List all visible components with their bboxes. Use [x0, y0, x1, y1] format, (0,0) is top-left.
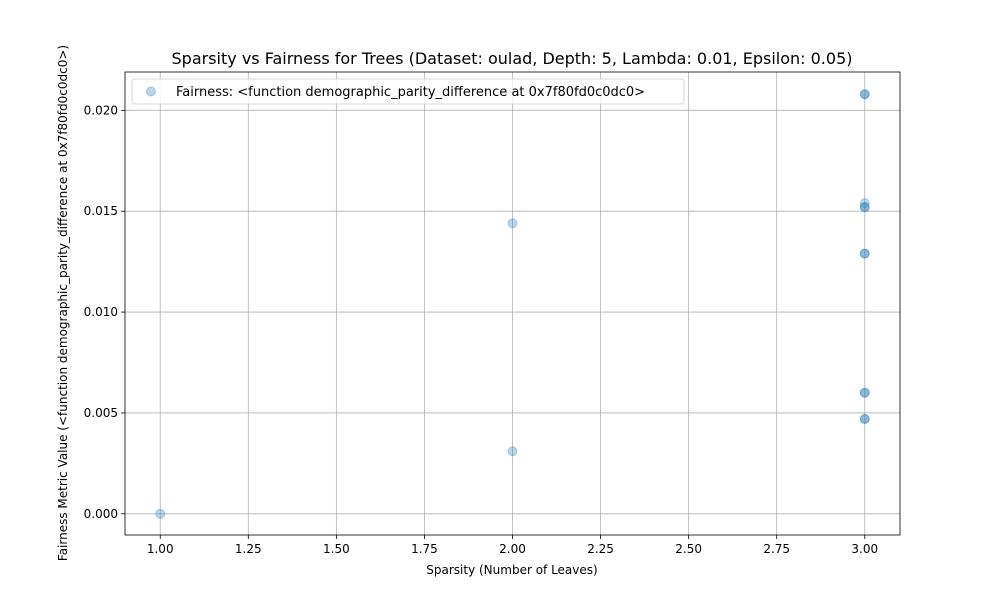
y-tick-label: 0.005	[84, 406, 118, 420]
data-point	[155, 508, 166, 519]
x-axis-ticks: 1.00 1.25 1.50 1.75 2.00 2.25 2.50 2.75 3.00	[147, 535, 878, 556]
data-point	[859, 387, 870, 398]
x-axis-label: Sparsity (Number of Leaves)	[426, 563, 597, 577]
legend: Fairness: <function demographic_parity_d…	[131, 78, 685, 105]
data-point	[859, 89, 870, 100]
data-point	[507, 446, 518, 457]
y-axis-ticks: 0.000 0.005 0.010 0.015 0.020	[84, 103, 125, 521]
x-tick-label: 2.75	[763, 542, 790, 556]
data-point	[859, 248, 870, 259]
data-point	[859, 89, 870, 100]
x-tick-label: 1.25	[235, 542, 262, 556]
x-tick-label: 2.25	[587, 542, 614, 556]
data-point	[859, 413, 870, 424]
data-point	[859, 248, 870, 259]
x-tick-label: 1.50	[323, 542, 350, 556]
y-tick-label: 0.010	[84, 305, 118, 319]
data-point	[859, 202, 870, 213]
x-tick-label: 2.00	[499, 542, 526, 556]
x-tick-label: 3.00	[851, 542, 878, 556]
data-point	[507, 218, 518, 229]
y-tick-label: 0.015	[84, 204, 118, 218]
data-point	[859, 198, 870, 209]
y-axis-label: Fairness Metric Value (<function demogra…	[56, 45, 70, 561]
legend-label: Fairness: <function demographic_parity_d…	[176, 85, 645, 100]
data-point	[859, 413, 870, 424]
y-tick-label: 0.000	[84, 507, 118, 521]
y-tick-label: 0.020	[84, 103, 118, 117]
x-tick-label: 1.00	[147, 542, 174, 556]
x-tick-label: 1.75	[411, 542, 438, 556]
legend-marker	[146, 86, 156, 97]
legend-box	[131, 78, 685, 105]
data-point	[859, 202, 870, 213]
chart-title: Sparsity vs Fairness for Trees (Dataset:…	[172, 49, 853, 68]
grid	[125, 72, 900, 535]
data-points	[155, 89, 870, 519]
x-tick-label: 2.50	[675, 542, 702, 556]
data-point	[859, 387, 870, 398]
